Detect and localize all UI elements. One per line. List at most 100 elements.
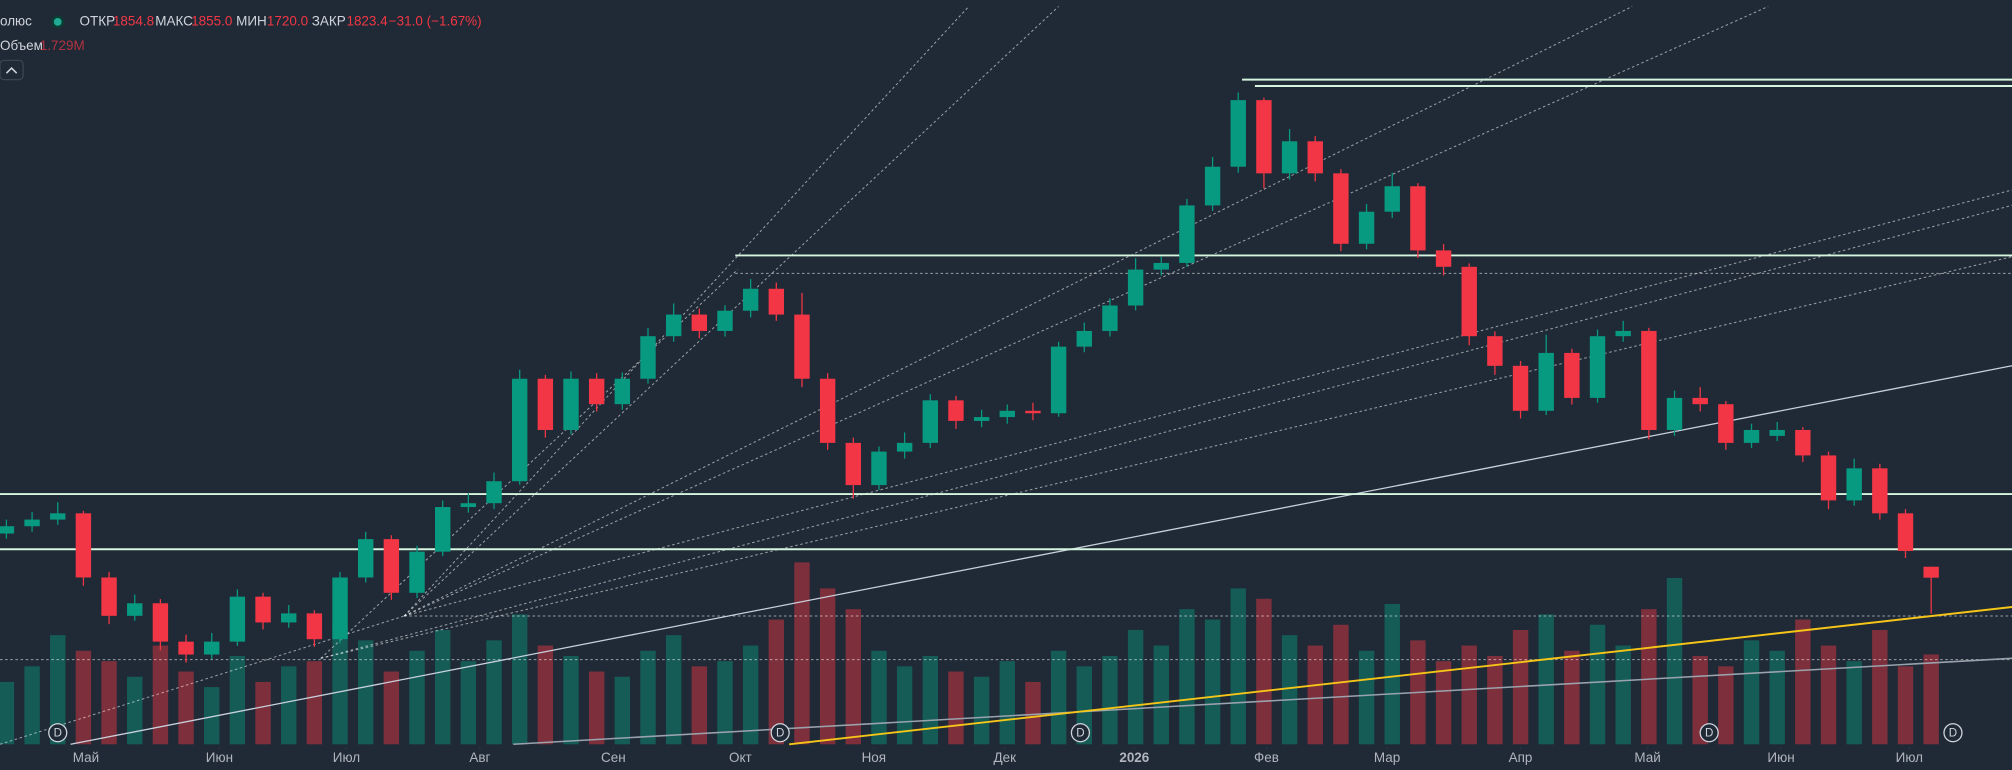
candle-body [1718,404,1734,443]
volume-bar [358,640,374,745]
candle-body [1846,468,1862,501]
volume-bar [50,635,66,745]
x-axis: Май Июн Июл Авг Сен Окт Ноя Дек 2026 Фев Мар Апр Май… [48,723,1963,765]
fan-line [320,204,2012,659]
trend-line [789,606,2012,746]
volume-bar [614,676,631,745]
candle-body [1820,455,1837,501]
x-tick-label: Апр [1509,750,1533,765]
volume-bar [486,640,502,745]
event-marker [1943,723,1963,743]
candle-body [101,577,117,616]
volume-bar [691,666,708,745]
legend: олюс ОТКР 1854.8 МАКС 1855.0 МИН 1720.0 … [0,13,482,81]
candle-body [1127,269,1144,306]
open-value: 1854.8 [113,13,154,28]
volume-bar [871,650,887,745]
candle-body [1666,397,1683,430]
event-label: D [776,727,784,739]
x-tick-label: Май [73,750,99,765]
candle-body [1589,336,1606,398]
volume-bar [1795,619,1811,745]
volume-bar [383,671,400,745]
event-marker [770,723,790,743]
event-label: D [1705,727,1713,739]
candles-layer [0,92,1939,663]
volume-bar [1461,645,1477,745]
volume-bar [1538,614,1554,745]
volume-bar [24,666,40,745]
candle-body [1281,141,1298,174]
candle-body [1025,410,1041,414]
volume-bar [1384,603,1400,745]
candle-body [948,400,964,421]
volume-bar [973,676,990,745]
volume-bar [1333,624,1349,745]
candle-body [896,442,913,452]
low-label: МИН [236,13,267,28]
candle-body [588,378,605,405]
volume-bar [306,661,323,745]
volume-bar [1127,629,1144,745]
candle-body [75,513,92,578]
candle-body [1487,336,1503,366]
volume-bar [1435,661,1452,745]
volume-bar [1256,598,1272,745]
collapse-button[interactable] [0,59,24,81]
levels [0,78,2012,551]
volume-bar [563,655,579,745]
volume-bar [665,635,682,745]
x-tick-label: Май [1634,750,1660,765]
volume-bar [948,671,964,745]
candle-body [717,310,733,331]
volume-bar [1281,635,1298,745]
candle-body [999,410,1015,418]
volume-bar [1923,654,1939,745]
candle-body [1076,330,1092,347]
x-tick-label: Июл [1896,750,1923,765]
volume-bar [1820,645,1837,745]
volume-bar [1846,661,1862,745]
volume-bar [896,666,913,745]
fan-lines [0,5,2012,745]
volume-bar [1641,609,1657,745]
volume-bar [409,650,425,745]
candle-body [1795,429,1811,456]
candle-body [1410,186,1426,251]
event-marker [1699,723,1719,743]
volume-bar [1564,650,1580,745]
candle-body [50,513,66,520]
candle-body [819,378,836,443]
change-value: −31.0 (−1.67%) [389,13,482,28]
candle-body [332,577,348,640]
volume-bar [1050,650,1067,745]
candle-body [922,400,938,443]
volume-bar [768,619,785,745]
volume-bar [1102,655,1118,745]
x-tick-label: Ноя [862,750,887,765]
volume-bar [1743,640,1760,745]
candle-body [358,539,374,578]
candle-body [434,507,451,552]
x-tick-label: 2026 [1119,750,1149,765]
candle-body [1307,141,1323,174]
candle-body [973,417,990,421]
volume-bar [1153,645,1169,745]
volume-bar [1718,666,1734,745]
volume-bar [845,609,862,745]
candle-body [640,336,656,379]
candle-body [255,596,271,623]
status-dot [53,18,62,26]
volume-bar [1769,650,1785,745]
volume-bar [640,650,656,745]
candle-body [486,481,502,504]
x-tick-label: Сен [601,750,626,765]
volume-bar [460,661,477,745]
event-label: D [1076,727,1084,739]
volume-bar [537,645,554,745]
volume-bar [434,629,451,745]
high-label: МАКС [155,13,193,28]
candle-body [511,378,528,482]
volume-bar [717,661,733,745]
